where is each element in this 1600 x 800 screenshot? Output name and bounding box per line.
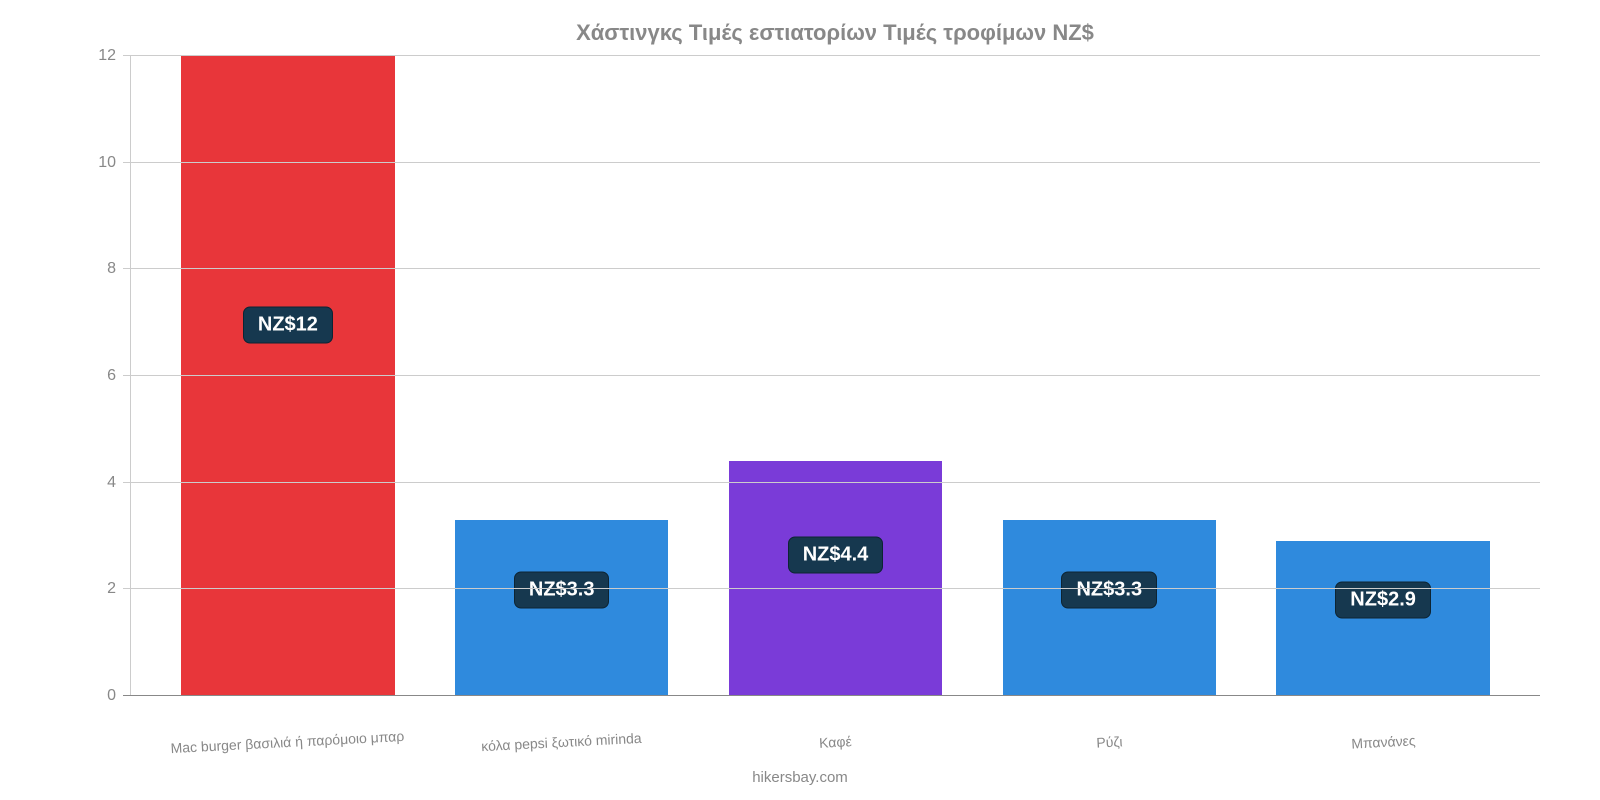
chart-title: Χάστινγκς Τιμές εστιατορίων Τιμές τροφίμ… [130,20,1540,46]
bar: NZ$3.3 [1003,520,1217,696]
x-axis-line [123,695,1540,696]
value-badge: NZ$3.3 [1061,572,1157,609]
plot-area: NZ$12NZ$3.3NZ$4.4NZ$3.3NZ$2.9 024681012 [130,56,1540,696]
chart-container: Χάστινγκς Τιμές εστιατορίων Τιμές τροφίμ… [0,0,1600,800]
x-axis-label: Ρύζι [972,727,1246,757]
y-tick-label: 4 [76,474,116,492]
bar: NZ$3.3 [455,520,669,696]
grid-line [123,162,1540,163]
y-tick-label: 6 [76,367,116,385]
bar-slot: NZ$3.3 [425,56,699,696]
y-tick-label: 0 [76,687,116,705]
value-badge: NZ$12 [243,306,333,343]
value-badge: NZ$2.9 [1335,582,1431,619]
grid-line [123,482,1540,483]
bar: NZ$2.9 [1276,541,1490,696]
bar-slot: NZ$12 [151,56,425,696]
y-tick-label: 10 [76,154,116,172]
grid-line [123,588,1540,589]
bar-slot: NZ$4.4 [699,56,973,696]
y-tick-label: 8 [76,260,116,278]
bars-row: NZ$12 NZ$3.3 NZ$4.4 NZ$3.3 NZ$2.9 [131,56,1540,696]
grid-line [123,268,1540,269]
bar: NZ$4.4 [729,461,943,696]
x-axis-label: κόλα pepsi ξωτικό mirinda [424,727,698,757]
grid-line [123,375,1540,376]
x-axis-label: Καφέ [698,727,972,757]
grid-line [123,55,1540,56]
x-axis-label: Mac burger βασιλιά ή παρόμοιο μπαρ [150,727,424,757]
y-tick-label: 12 [76,47,116,65]
bar: NZ$12 [181,56,395,696]
bar-slot: NZ$3.3 [972,56,1246,696]
bar-slot: NZ$2.9 [1246,56,1520,696]
x-labels-row: Mac burger βασιλιά ή παρόμοιο μπαρκόλα p… [130,734,1540,750]
value-badge: NZ$4.4 [788,537,884,574]
credit-text: hikersbay.com [0,769,1600,786]
x-axis-label: Μπανάνες [1246,727,1520,757]
value-badge: NZ$3.3 [514,572,610,609]
y-tick-label: 2 [76,580,116,598]
